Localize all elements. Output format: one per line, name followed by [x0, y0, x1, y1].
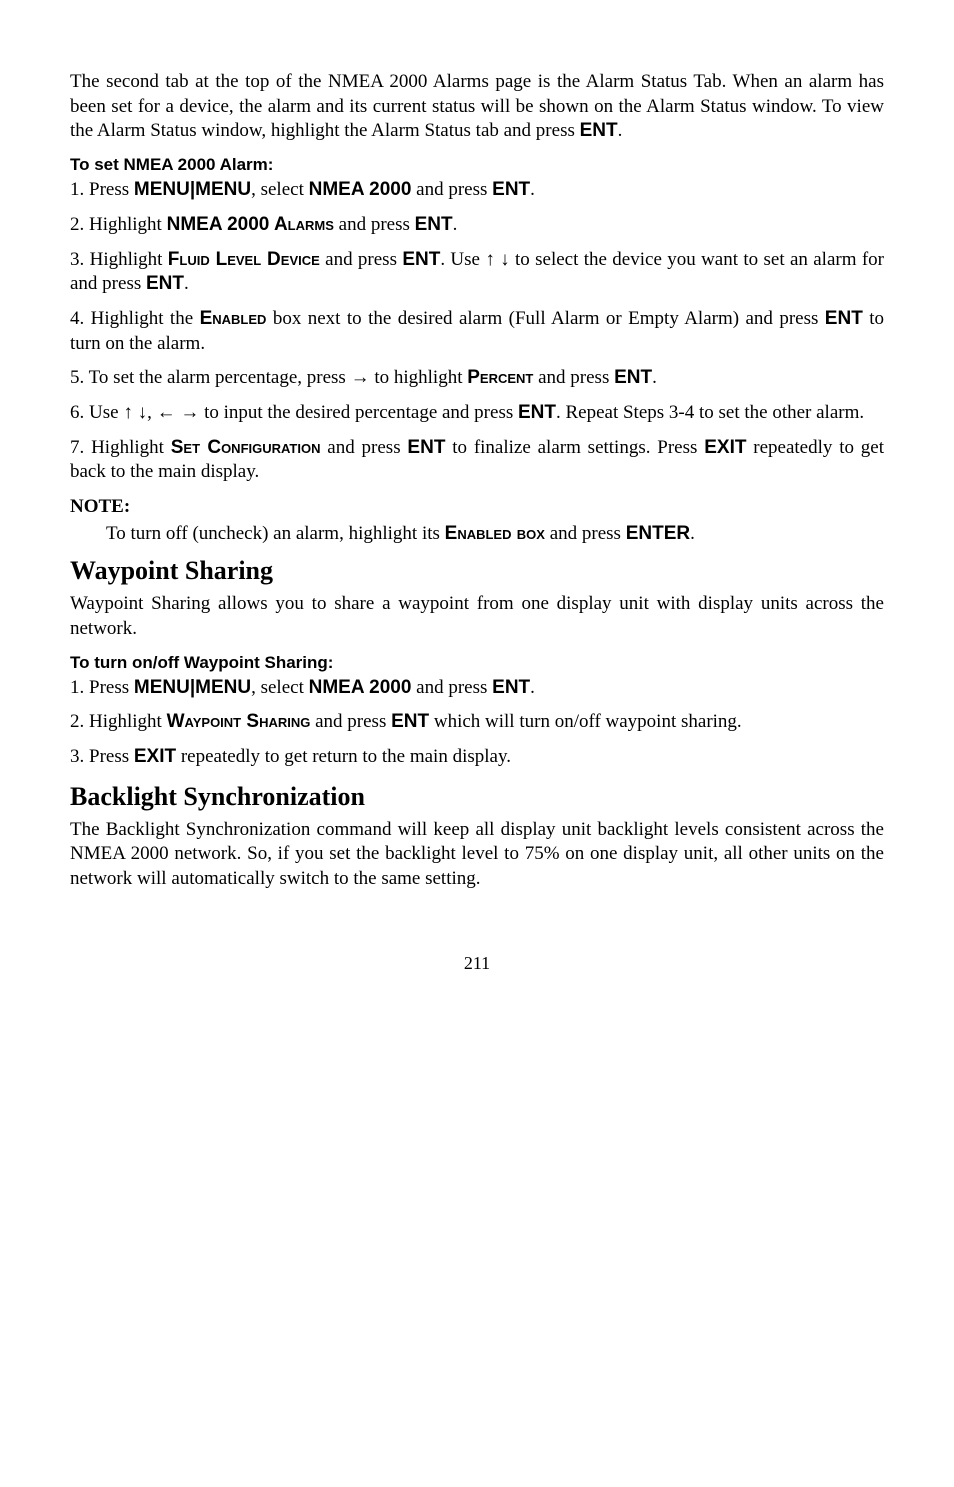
heading-backlight: Backlight Synchronization: [70, 780, 884, 814]
step-3: 3. Highlight Fluid Level Device and pres…: [70, 248, 884, 297]
intro-paragraph: The second tab at the top of the NMEA 20…: [70, 70, 884, 144]
wp-step-2: 2. Highlight Waypoint Sharing and press …: [70, 710, 884, 735]
wp-step-1: 1. Press MENU|MENU, select NMEA 2000 and…: [70, 676, 884, 701]
step-6: 6. Use ↑ ↓, ← → to input the desired per…: [70, 401, 884, 426]
heading-waypoint-toggle: To turn on/off Waypoint Sharing:: [70, 652, 884, 674]
step-1: 1. Press MENU|MENU, select NMEA 2000 and…: [70, 178, 884, 203]
heading-waypoint-sharing: Waypoint Sharing: [70, 554, 884, 588]
step-2: 2. Highlight NMEA 2000 Alarms and press …: [70, 213, 884, 238]
step-5: 5. To set the alarm percentage, press → …: [70, 366, 884, 391]
page-number: 211: [70, 952, 884, 975]
backlight-body: The Backlight Synchronization command wi…: [70, 818, 884, 892]
wp-step-3: 3. Press EXIT repeatedly to get return t…: [70, 745, 884, 770]
note-label: NOTE:: [70, 495, 884, 520]
waypoint-intro: Waypoint Sharing allows you to share a w…: [70, 592, 884, 641]
step-7: 7. Highlight Set Configuration and press…: [70, 436, 884, 485]
note-body: To turn off (uncheck) an alarm, highligh…: [70, 522, 884, 547]
heading-set-alarm: To set NMEA 2000 Alarm:: [70, 154, 884, 176]
step-4: 4. Highlight the Enabled box next to the…: [70, 307, 884, 356]
